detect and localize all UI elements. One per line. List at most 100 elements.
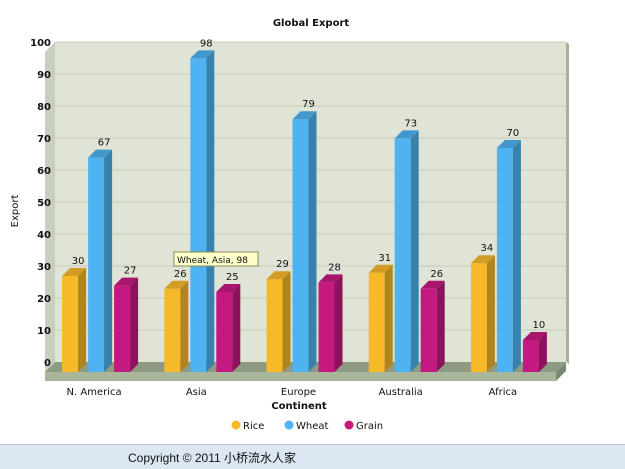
- y-axis-ticks: 0 10 20 30 40 50 60 70 80 90 100: [30, 38, 51, 369]
- bar-chart: Global Export 0 10 20 30 40 50 60 70 80 90 100 30 6…: [10, 18, 569, 433]
- bar-rice-2[interactable]: 29: [266, 259, 291, 372]
- x-axis-label: Continent: [271, 401, 327, 412]
- bar-front: [522, 340, 539, 372]
- bar-rice-0[interactable]: 30: [62, 256, 87, 372]
- x-tick-label: N. America: [67, 387, 122, 398]
- legend-swatch: [231, 420, 241, 430]
- bar-top: [88, 149, 113, 158]
- y-tick-label: 10: [37, 326, 51, 337]
- plot-floor-front: [45, 372, 556, 381]
- bar-side: [104, 149, 113, 372]
- bar-top: [368, 264, 393, 273]
- x-tick-label: Asia: [186, 387, 207, 398]
- bar-front: [368, 272, 385, 372]
- bar-rice-1[interactable]: 26: [164, 269, 189, 372]
- legend-label: Wheat: [296, 421, 329, 432]
- bar-rice-4[interactable]: 34: [470, 243, 495, 372]
- data-label: 30: [72, 256, 85, 267]
- bar-front: [420, 288, 437, 372]
- bar-side: [180, 280, 189, 372]
- legend-label: Rice: [243, 421, 264, 432]
- data-label: 27: [124, 266, 137, 277]
- bar-front: [266, 279, 283, 372]
- bar-wheat-1[interactable]: 98: [190, 38, 215, 373]
- bar-grain-1[interactable]: 25: [216, 272, 241, 372]
- x-tick-label: Africa: [489, 387, 518, 398]
- bar-side: [384, 264, 393, 372]
- x-tick-label: Australia: [379, 387, 423, 398]
- legend-swatch: [284, 420, 294, 430]
- bar-front: [470, 263, 487, 372]
- bar-series: 30 67 27 26 98 25 29 79 28 31 73 26 34 70 10: [62, 38, 547, 373]
- bar-top: [266, 271, 291, 280]
- legend-label: Grain: [356, 421, 383, 432]
- data-label: 79: [302, 99, 315, 110]
- bar-side: [486, 255, 495, 372]
- data-label: 31: [378, 253, 391, 264]
- data-label: 28: [328, 262, 341, 273]
- bar-front: [292, 119, 309, 372]
- bar-top: [114, 277, 139, 286]
- bar-front: [62, 276, 79, 372]
- y-tick-label: 80: [37, 102, 51, 113]
- bar-side: [78, 268, 87, 372]
- bar-wheat-2[interactable]: 79: [292, 99, 317, 372]
- legend-item-wheat[interactable]: Wheat: [284, 420, 329, 433]
- y-axis-label: Export: [10, 195, 21, 228]
- chart-title: Global Export: [273, 18, 350, 29]
- data-label: 10: [533, 320, 546, 331]
- data-label: 25: [226, 272, 239, 283]
- bar-front: [164, 288, 181, 372]
- data-label: 98: [200, 38, 213, 49]
- x-tick-label: Europe: [281, 387, 316, 398]
- bar-front: [318, 282, 335, 372]
- bar-wheat-4[interactable]: 70: [496, 128, 521, 372]
- tooltip: Wheat, Asia, 98: [173, 251, 259, 267]
- bar-wheat-0[interactable]: 67: [88, 138, 113, 372]
- bar-top: [62, 268, 87, 276]
- bar-top: [216, 284, 241, 292]
- data-label: 70: [507, 128, 520, 139]
- bar-grain-3[interactable]: 26: [420, 269, 445, 372]
- y-tick-label: 50: [37, 198, 51, 209]
- bar-front: [216, 292, 233, 372]
- bar-rice-3[interactable]: 31: [368, 253, 393, 372]
- bar-wheat-3[interactable]: 73: [394, 118, 419, 372]
- bar-front: [190, 58, 207, 373]
- bar-side: [232, 284, 241, 372]
- bar-front: [114, 285, 131, 372]
- bar-side: [308, 111, 317, 372]
- x-axis-ticks: N. America Asia Europe Australia Africa: [67, 387, 518, 398]
- plot-floor-side: [556, 362, 566, 381]
- legend-item-grain[interactable]: Grain: [344, 420, 384, 433]
- y-tick-label: 40: [37, 230, 51, 241]
- plot-right-shadow: [566, 42, 569, 364]
- bar-top: [394, 130, 419, 139]
- bar-front: [88, 157, 105, 372]
- tooltip-text: Wheat, Asia, 98: [177, 256, 248, 266]
- data-label: 67: [98, 138, 111, 149]
- bar-side: [130, 277, 139, 372]
- bar-top: [496, 140, 521, 148]
- y-tick-label: 30: [37, 262, 51, 273]
- bar-top: [420, 280, 445, 289]
- data-label: 29: [276, 259, 289, 270]
- bar-top: [318, 274, 343, 283]
- y-tick-label: 90: [37, 70, 51, 81]
- legend-swatch: [344, 420, 354, 430]
- bar-grain-2[interactable]: 28: [318, 262, 343, 372]
- copyright-text: Copyright © 2011 小桥流水人家: [128, 451, 297, 465]
- data-label: 34: [481, 243, 494, 254]
- bar-front: [394, 138, 411, 372]
- bar-front: [496, 148, 513, 372]
- y-tick-label: 0: [44, 358, 51, 369]
- legend-item-rice[interactable]: Rice: [231, 420, 265, 433]
- bar-grain-0[interactable]: 27: [114, 266, 139, 372]
- bar-top: [190, 50, 215, 59]
- bar-side: [282, 271, 291, 372]
- data-label: 73: [404, 118, 417, 129]
- bar-grain-4[interactable]: 10: [522, 320, 547, 372]
- bar-top: [292, 111, 317, 120]
- bar-side: [334, 274, 343, 372]
- bar-top: [164, 280, 189, 289]
